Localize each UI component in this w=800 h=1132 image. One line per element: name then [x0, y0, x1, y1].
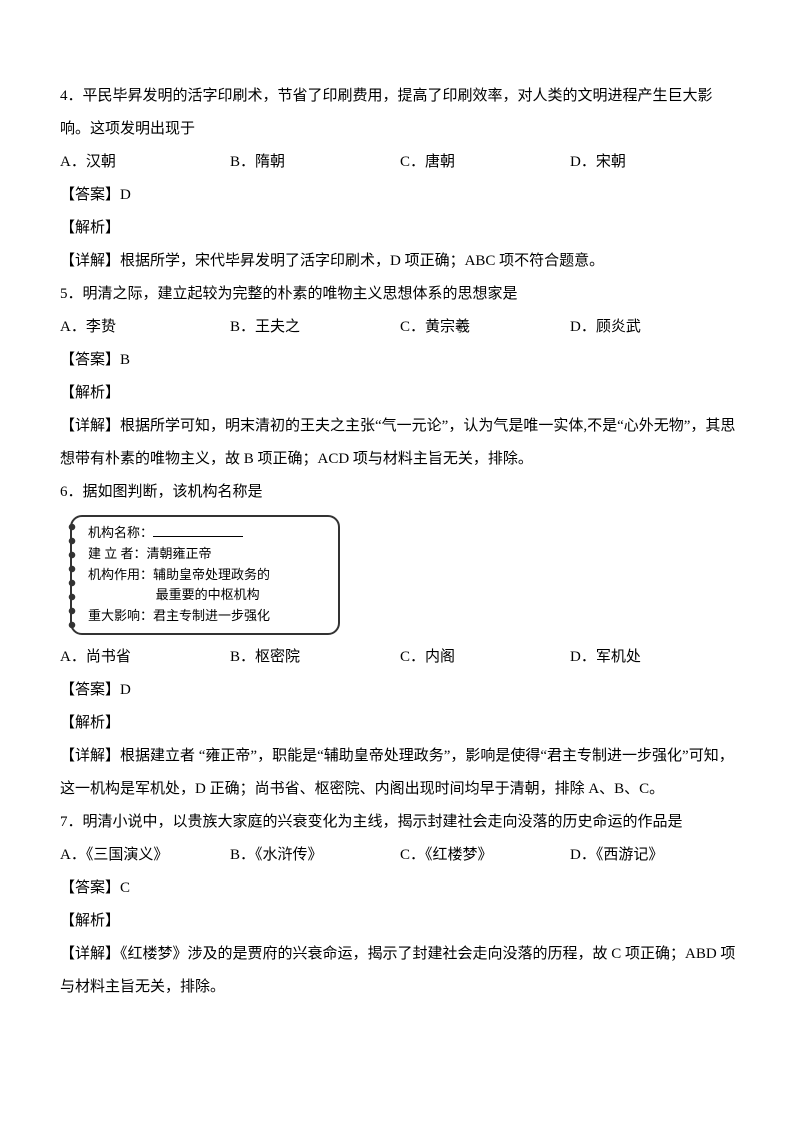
q7-stem: 7．明清小说中，以贵族大家庭的兴衰变化为主线，揭示封建社会走向没落的历史命运的作…	[60, 806, 740, 839]
q6-analysis-label: 【解析】	[60, 707, 740, 740]
q7-option-c: C．《红楼梦》	[400, 839, 570, 872]
q4-stem: 4．平民毕昇发明的活字印刷术，节省了印刷费用，提高了印刷效率，对人类的文明进程产…	[60, 80, 740, 146]
q5-option-c: C．黄宗羲	[400, 311, 570, 344]
q5-option-a: A．李贽	[60, 311, 230, 344]
q6-info-card: 机构名称： 建 立 者：清朝雍正帝 机构作用：辅助皇帝处理政务的 最重要的中枢机…	[70, 515, 340, 635]
q6-option-a: A．尚书省	[60, 641, 230, 674]
q6-stem: 6．据如图判断，该机构名称是	[60, 476, 740, 509]
blank-underline	[153, 524, 243, 537]
q5-option-b: B．王夫之	[230, 311, 400, 344]
q4-option-a: A．汉朝	[60, 146, 230, 179]
q7-detail: 【详解】《红楼梦》涉及的是贾府的兴衰命运，揭示了封建社会走向没落的历程，故 C …	[60, 938, 740, 1004]
q5-detail: 【详解】根据所学可知，明末清初的王夫之主张“气一元论”，认为气是唯一实体,不是“…	[60, 410, 740, 476]
q6-detail: 【详解】根据建立者 “雍正帝”，职能是“辅助皇帝处理政务”，影响是使得“君主专制…	[60, 740, 740, 806]
card-line-founder: 建 立 者：清朝雍正帝	[88, 544, 328, 565]
q4-option-b: B．隋朝	[230, 146, 400, 179]
q4-option-c: C．唐朝	[400, 146, 570, 179]
q7-option-b: B．《水浒传》	[230, 839, 400, 872]
card-name-label: 机构名称：	[88, 525, 153, 540]
card-line-function-cont: 最重要的中枢机构	[88, 585, 328, 606]
q5-options: A．李贽 B．王夫之 C．黄宗羲 D．顾炎武	[60, 311, 740, 344]
q5-analysis-label: 【解析】	[60, 377, 740, 410]
q6-answer: 【答案】D	[60, 674, 740, 707]
q6-option-b: B．枢密院	[230, 641, 400, 674]
q7-answer: 【答案】C	[60, 872, 740, 905]
q4-options: A．汉朝 B．隋朝 C．唐朝 D．宋朝	[60, 146, 740, 179]
q7-options: A．《三国演义》 B．《水浒传》 C．《红楼梦》 D．《西游记》	[60, 839, 740, 872]
card-line-impact: 重大影响：君主专制进一步强化	[88, 606, 328, 627]
q4-answer: 【答案】D	[60, 179, 740, 212]
q6-option-d: D．军机处	[570, 641, 740, 674]
exam-page: 4．平民毕昇发明的活字印刷术，节省了印刷费用，提高了印刷效率，对人类的文明进程产…	[0, 0, 800, 1064]
card-line-function: 机构作用：辅助皇帝处理政务的	[88, 565, 328, 586]
q4-detail: 【详解】根据所学，宋代毕昇发明了活字印刷术，D 项正确；ABC 项不符合题意。	[60, 245, 740, 278]
q7-analysis-label: 【解析】	[60, 905, 740, 938]
q4-analysis-label: 【解析】	[60, 212, 740, 245]
q7-option-a: A．《三国演义》	[60, 839, 230, 872]
q5-option-d: D．顾炎武	[570, 311, 740, 344]
card-line-name: 机构名称：	[88, 523, 328, 544]
q7-option-d: D．《西游记》	[570, 839, 740, 872]
q6-option-c: C．内阁	[400, 641, 570, 674]
q5-answer: 【答案】B	[60, 344, 740, 377]
q4-option-d: D．宋朝	[570, 146, 740, 179]
q6-options: A．尚书省 B．枢密院 C．内阁 D．军机处	[60, 641, 740, 674]
q5-stem: 5．明清之际，建立起较为完整的朴素的唯物主义思想体系的思想家是	[60, 278, 740, 311]
